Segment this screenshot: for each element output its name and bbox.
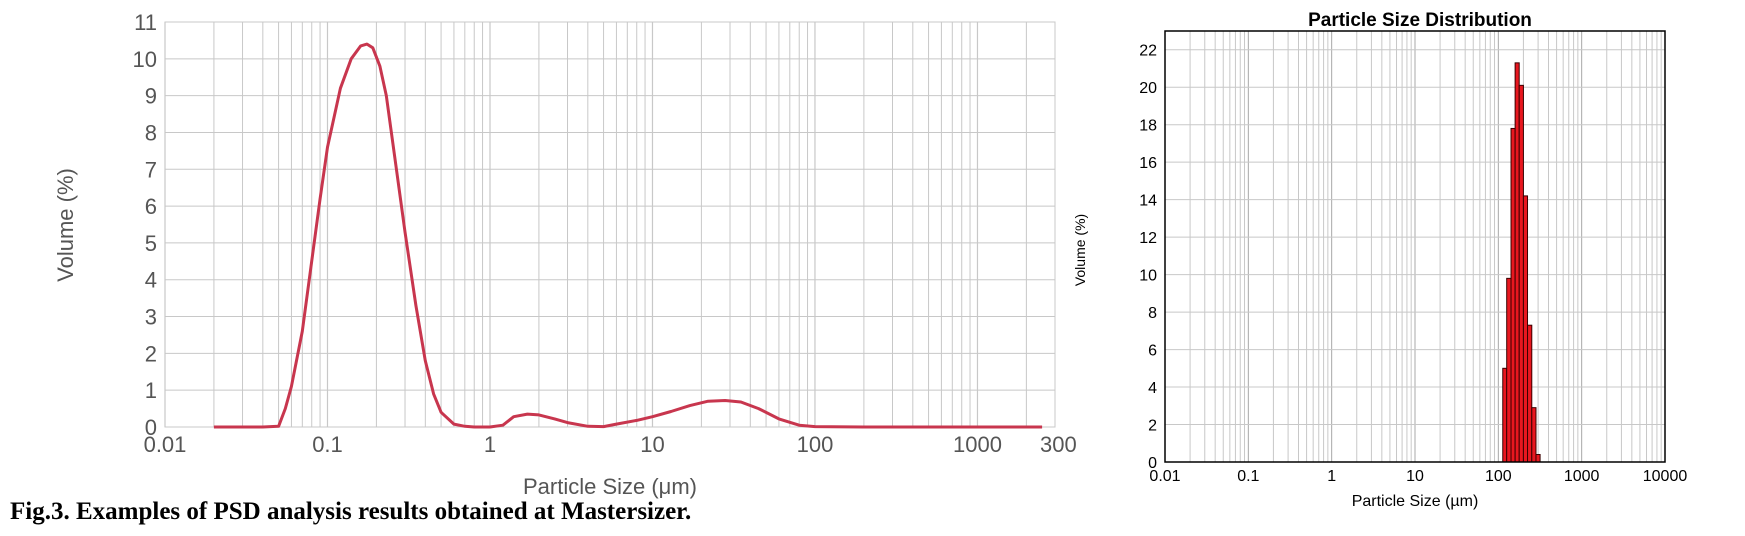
left-chart-y-tick-label: 9	[145, 84, 157, 109]
right-chart-y-tick-label: 20	[1139, 80, 1157, 97]
left-chart-plot-frame	[164, 21, 1056, 428]
right-chart-y-tick-label: 12	[1139, 230, 1157, 247]
left-chart-y-axis-label: Volume (%)	[53, 168, 78, 282]
left-chart-x-axis-label: Particle Size (μm)	[523, 474, 697, 499]
left-chart-y-tick-label: 11	[134, 10, 157, 35]
left-chart-x-tick-label: 1	[484, 432, 496, 457]
right-chart-x-tick-label: 10000	[1643, 468, 1688, 485]
left-chart-x-tick-label: 0.1	[312, 432, 343, 457]
left-chart-grid	[164, 21, 1056, 428]
right-chart-y-tick-labels: 0 2 4 6 8 10 12 14 16 18 20 22	[1139, 43, 1157, 472]
left-chart-y-tick-label: 6	[145, 194, 157, 219]
right-chart-y-tick-label: 22	[1139, 43, 1157, 60]
left-chart-x-tick-label: 1000	[953, 432, 1002, 457]
left-chart-x-end-tick-label: 300	[1040, 432, 1077, 457]
left-chart-y-tick-label: 5	[145, 231, 157, 256]
right-chart-x-axis-label: Particle Size (µm)	[1352, 493, 1479, 510]
left-chart-series-line	[213, 42, 1043, 429]
right-chart-y-tick-label: 14	[1139, 193, 1157, 210]
right-chart-bar	[1535, 454, 1541, 463]
left-chart-y-tick-label: 1	[145, 378, 157, 403]
right-chart-y-tick-label: 18	[1139, 118, 1157, 135]
right-chart-y-tick-label: 16	[1139, 155, 1157, 172]
right-chart-bar	[1531, 407, 1537, 463]
right-chart-grid	[1164, 31, 1666, 463]
right-chart-bar	[1514, 62, 1520, 463]
right-chart-bars	[1502, 62, 1541, 463]
left-chart-x-tick-label: 100	[797, 432, 834, 457]
right-chart-bar	[1502, 367, 1508, 463]
psd-bar-chart: Particle Size Distribution 0 2 4 6 8 10 12 14 16…	[1072, 10, 1687, 510]
left-chart-x-tick-labels: 0.01 0.1 1 10 100 1000	[144, 432, 1002, 457]
left-chart-x-tick-label: 10	[640, 432, 664, 457]
right-chart-y-axis-label: Volume (%)	[1072, 214, 1088, 286]
right-chart-bar	[1527, 324, 1533, 463]
left-chart-y-tick-labels: 0 1 2 3 4 5 6 7 8 9 10 11	[133, 10, 157, 440]
right-chart-title: Particle Size Distribution	[1308, 10, 1532, 31]
left-chart-y-tick-label: 4	[145, 268, 157, 293]
right-chart-bar	[1510, 127, 1516, 463]
right-chart-bar	[1522, 195, 1529, 463]
psd-line-chart: 0 1 2 3 4 5 6 7 8 9 10 11 0.01 0.1 1 10 100 1000 300 Par…	[53, 10, 1077, 499]
right-chart-x-tick-label: 0.01	[1149, 468, 1180, 485]
left-chart-y-tick-label: 3	[145, 305, 157, 330]
right-chart-x-tick-label: 100	[1485, 468, 1512, 485]
right-chart-bar	[1506, 277, 1512, 463]
right-chart-y-tick-label: 8	[1148, 305, 1157, 322]
left-chart-x-tick-label: 0.01	[144, 432, 187, 457]
right-chart-x-tick-label: 0.1	[1237, 468, 1259, 485]
right-chart-y-tick-label: 6	[1148, 343, 1157, 360]
right-chart-y-tick-label: 2	[1148, 418, 1157, 435]
right-chart-x-tick-labels: 0.01 0.1 1 10 100 1000 10000	[1149, 468, 1687, 485]
right-chart-y-tick-label: 10	[1139, 268, 1157, 285]
right-chart-x-tick-label: 10	[1406, 468, 1424, 485]
left-chart-y-tick-label: 7	[145, 157, 157, 182]
right-chart-y-tick-label: 4	[1148, 380, 1157, 397]
left-chart-y-tick-label: 0	[145, 415, 157, 440]
right-chart-bar	[1518, 84, 1524, 463]
left-chart-y-tick-label: 2	[145, 341, 157, 366]
left-chart-y-tick-label: 8	[145, 120, 157, 145]
right-chart-x-tick-label: 1	[1327, 468, 1336, 485]
left-chart-y-tick-label: 10	[133, 47, 157, 72]
right-chart-y-tick-label: 0	[1148, 455, 1157, 472]
figure-caption: Fig.3. Examples of PSD analysis results …	[10, 498, 692, 525]
right-chart-plot-frame	[1164, 30, 1666, 463]
right-chart-x-tick-label: 1000	[1564, 468, 1600, 485]
